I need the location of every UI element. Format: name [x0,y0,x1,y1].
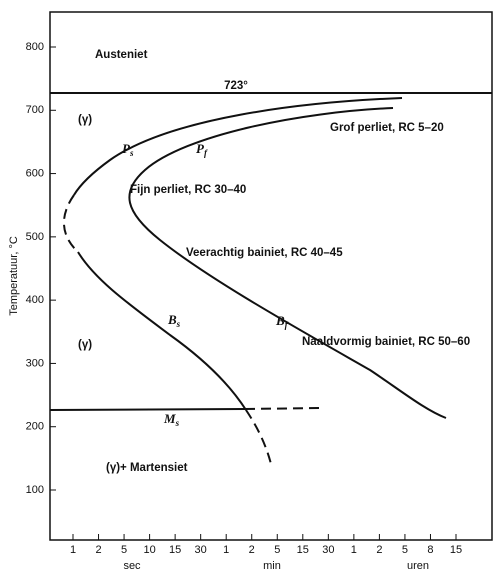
x-tick-label: 1 [70,544,76,556]
x-tick-label: 1 [223,544,229,556]
y-tick-label: 400 [26,294,44,306]
bs-curve [77,251,247,411]
y-tick-label: 200 [26,421,44,433]
x-tick-label: 1 [351,544,357,556]
curve-label: Bf [275,313,289,330]
x-tick-label: 15 [169,544,181,556]
symbol: B [167,312,177,327]
label: 723° [224,80,248,92]
subscript: s [129,148,134,158]
label: Veerachtig bainiet, RC 40–45 [186,247,343,259]
y-tick-label: 700 [26,104,44,116]
x-unit-label: sec [123,560,141,572]
label: Naaldvormig bainiet, RC 50–60 [302,336,470,348]
curve-label: Bs [167,312,181,329]
curve-label: Ms [163,411,180,428]
label: Austeniet [95,49,148,61]
subscript: s [175,418,180,428]
y-axis-title: Temperatuur, °C [8,236,20,316]
x-unit-label: min [263,560,281,572]
label: (γ) [78,114,92,126]
x-tick-label: 2 [95,544,101,556]
x-tick-label: 2 [249,544,255,556]
symbol: P [196,141,205,156]
symbol: M [163,411,176,426]
y-tick-label: 100 [26,484,44,496]
x-tick-label: 5 [402,544,408,556]
curve-label: Pf [196,141,208,158]
x-tick-label: 2 [376,544,382,556]
bs-curve-dashed [245,409,272,465]
symbol: B [275,313,285,328]
ps-curve-dashed [62,194,79,253]
y-tick-label: 500 [26,231,44,243]
x-tick-label: 15 [450,544,462,556]
label: (γ) [78,339,92,351]
x-tick-label: 30 [322,544,334,556]
x-tick-label: 8 [427,544,433,556]
x-tick-label: 30 [195,544,207,556]
plot-frame [49,11,493,541]
ps-curve [73,97,403,196]
y-tick-label: 600 [26,167,44,179]
x-tick-label: 15 [297,544,309,556]
label: Grof perliet, RC 5–20 [330,122,444,134]
x-unit-label: uren [407,560,429,572]
y-tick-label: 300 [26,357,44,369]
subscript: s [176,319,181,329]
y-tick-label: 800 [26,41,44,53]
pf-curve [128,107,447,419]
label: Fijn perliet, RC 30–40 [130,184,246,196]
x-tick-label: 10 [143,544,155,556]
label: (γ)+ Martensiet [106,462,188,474]
ms-line [49,408,246,411]
subscript: f [204,148,208,158]
x-tick-label: 5 [121,544,127,556]
subscript: f [285,320,289,330]
curve-label: Ps [122,141,134,158]
x-tick-label: 5 [274,544,280,556]
symbol: P [122,141,131,156]
ms-line-dashed [244,407,321,410]
